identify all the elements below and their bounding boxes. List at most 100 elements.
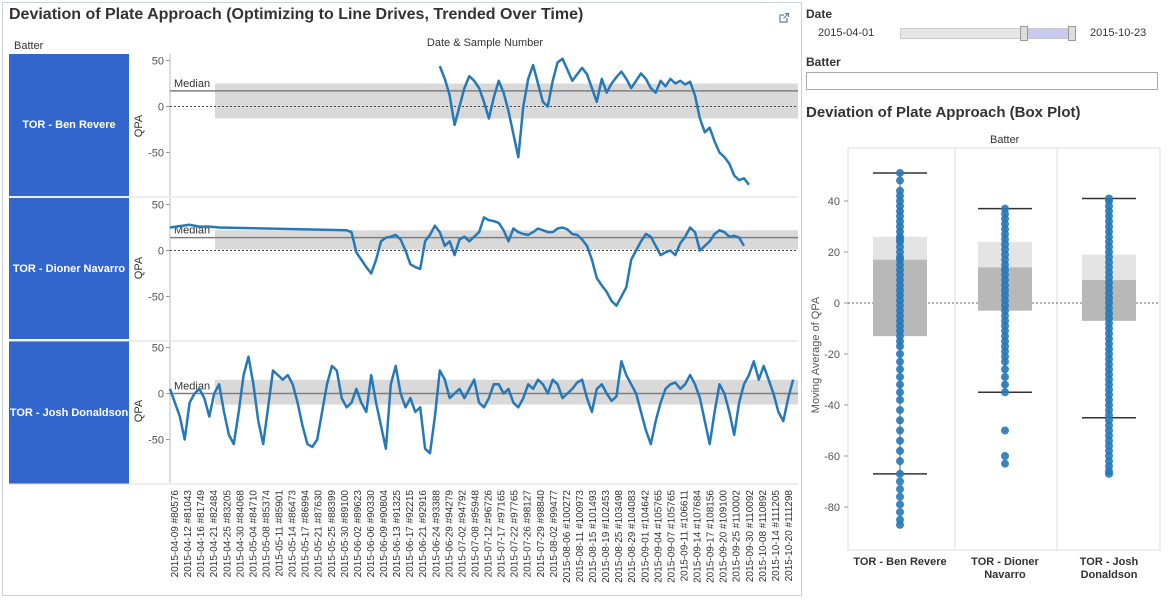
- data-dot: [896, 242, 904, 251]
- x-tick-label: 2015-06-09 #90804: [379, 490, 390, 578]
- data-dot: [1001, 316, 1009, 325]
- x-tick-label: 2015-04-25 #83205: [222, 490, 233, 578]
- category-label: TOR - Ben Revere: [853, 556, 946, 568]
- data-dot: [1105, 273, 1113, 282]
- x-tick-label: 2015-08-29 #104083: [627, 490, 638, 583]
- x-tick-label: 2015-09-07 #105765: [666, 490, 677, 583]
- external-link-icon[interactable]: [778, 12, 790, 24]
- y-tick-label: 0: [834, 298, 840, 310]
- x-tick-label: 2015-06-06 #90330: [366, 490, 377, 578]
- data-dot: [1105, 232, 1113, 241]
- data-dot: [1001, 296, 1009, 305]
- x-tick-label: 2015-07-08 #95948: [471, 490, 482, 578]
- data-dot: [1105, 237, 1113, 246]
- y-tick-label: -60: [824, 451, 840, 463]
- data-dot: [896, 332, 904, 341]
- data-dot: [1105, 395, 1113, 404]
- data-dot: [896, 286, 904, 295]
- data-dot: [1001, 372, 1009, 381]
- data-dot: [1001, 365, 1009, 374]
- batter-label-ben-revere[interactable]: TOR - Ben Revere: [9, 54, 129, 196]
- data-dot: [1001, 426, 1009, 435]
- x-tick-label: 2015-04-09 #80576: [170, 490, 181, 578]
- x-tick-label: 2015-08-15 #101493: [588, 490, 599, 583]
- data-dot: [1001, 276, 1009, 285]
- data-dot: [1105, 207, 1113, 216]
- x-tick-label: 2015-08-19 #102453: [601, 490, 612, 583]
- data-dot: [896, 469, 904, 478]
- data-dot: [1001, 311, 1009, 320]
- x-tick-label: 2015-09-17 #108156: [706, 490, 717, 583]
- x-tick-label: 2015-05-30 #89100: [340, 490, 351, 578]
- data-dot: [896, 485, 904, 494]
- x-tick-label: 2015-05-04 #84710: [248, 490, 259, 578]
- data-dot: [1105, 360, 1113, 369]
- data-dot: [896, 237, 904, 246]
- data-dot: [896, 296, 904, 305]
- data-dot: [1105, 263, 1113, 272]
- data-dot: [1001, 265, 1009, 274]
- data-dot: [896, 380, 904, 389]
- data-dot: [1001, 240, 1009, 249]
- y-tick-label: 40: [828, 196, 840, 208]
- x-tick-label: 2015-09-30 #110092: [745, 490, 756, 583]
- data-dot: [1105, 217, 1113, 226]
- data-dot: [896, 321, 904, 330]
- data-dot: [896, 281, 904, 290]
- data-dot: [896, 406, 904, 415]
- data-dot: [1001, 337, 1009, 346]
- y-tick-label: -50: [148, 148, 164, 160]
- data-dot: [896, 436, 904, 445]
- data-dot: [896, 186, 904, 195]
- data-dot: [1001, 245, 1009, 254]
- data-dot: [1105, 350, 1113, 358]
- x-tick-label: 2015-06-24 #93388: [431, 490, 442, 578]
- x-tick-label: 2015-07-12 #96726: [484, 490, 495, 578]
- slider-selected-range: [1023, 29, 1073, 38]
- data-dot: [896, 372, 904, 381]
- data-dot: [896, 395, 904, 404]
- data-dot: [1105, 258, 1113, 267]
- data-dot: [1001, 214, 1009, 223]
- series-line: [169, 216, 746, 307]
- data-dot: [896, 357, 904, 366]
- median-band: [215, 230, 798, 250]
- data-dot: [1001, 459, 1009, 468]
- data-dot: [896, 265, 904, 274]
- data-dot: [1001, 357, 1009, 366]
- x-tick-label: 2015-09-11 #106611: [680, 490, 691, 582]
- data-dot: [1001, 301, 1009, 310]
- box-lower: [978, 267, 1032, 311]
- y-tick-label: 0: [158, 102, 164, 114]
- data-dot: [896, 342, 904, 351]
- data-dot: [1001, 219, 1009, 228]
- data-dot: [1001, 306, 1009, 315]
- y-tick-label: -50: [148, 292, 164, 304]
- data-dot: [896, 207, 904, 216]
- slider-end-handle[interactable]: [1068, 26, 1076, 41]
- data-dot: [1105, 344, 1113, 353]
- batter-label-josh-donaldson[interactable]: TOR - Josh Donaldson: [9, 341, 129, 484]
- data-dot: [1105, 283, 1113, 292]
- data-dot: [1001, 281, 1009, 290]
- data-dot: [1105, 242, 1113, 251]
- data-dot: [1001, 286, 1009, 295]
- data-dot: [1001, 225, 1009, 234]
- x-tick-label: 2015-07-02 #94792: [457, 490, 468, 578]
- data-dot: [1105, 278, 1113, 287]
- data-dot: [896, 477, 904, 486]
- y-tick-label: 50: [152, 343, 164, 355]
- box-upper: [873, 236, 927, 260]
- batter-label-dioner-navarro[interactable]: TOR - Dioner Navarro: [9, 198, 129, 339]
- data-dot: [1001, 452, 1009, 460]
- data-dot: [1001, 260, 1009, 269]
- data-dot: [896, 500, 904, 509]
- date-range-slider[interactable]: [900, 26, 1076, 41]
- data-dot: [1105, 452, 1113, 460]
- data-dot: [1001, 204, 1009, 213]
- slider-start-handle[interactable]: [1020, 26, 1028, 41]
- data-dot: [896, 426, 904, 435]
- x-tick-label: 2015-06-13 #91325: [392, 490, 403, 578]
- batter-filter-input[interactable]: [806, 72, 1158, 90]
- data-dot: [1001, 352, 1009, 361]
